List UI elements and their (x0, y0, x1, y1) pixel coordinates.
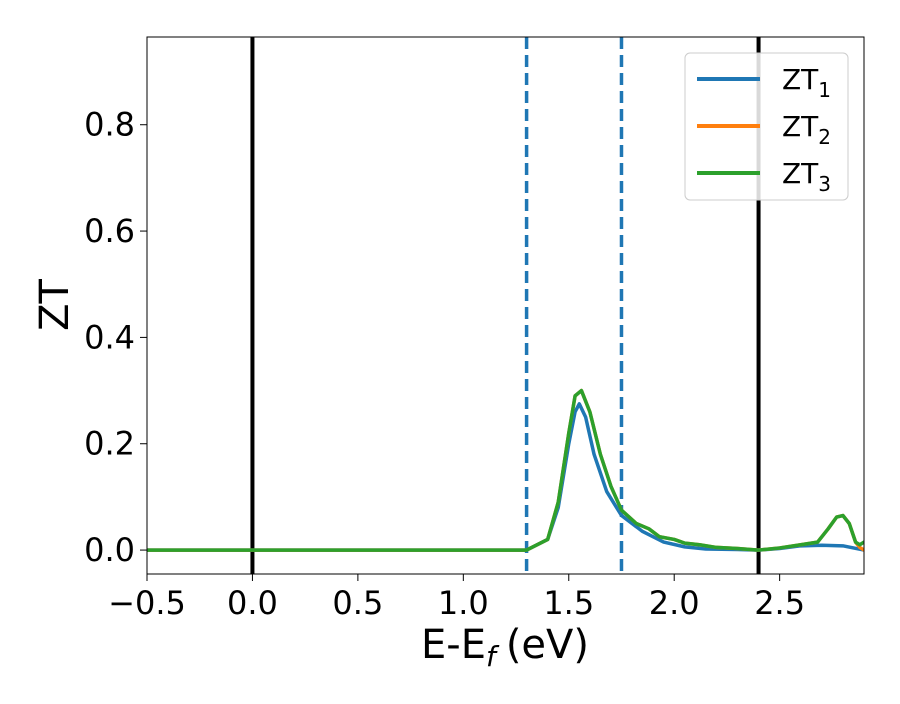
legend-label-2: ZT2 (782, 110, 831, 149)
plot-frame (146, 36, 865, 575)
x-ticks: −0.5 0.0 0.5 1.0 1.5 2.0 2.5 (108, 574, 805, 622)
series-line-3 (147, 388, 864, 552)
x-tick-label: 0.5 (332, 584, 383, 622)
series-line-1 (147, 402, 864, 552)
series-lines (147, 388, 864, 552)
y-tick-label: 0.2 (84, 425, 135, 463)
y-tick-label: 0.8 (84, 106, 135, 144)
reference-lines (250, 37, 761, 574)
legend: ZT1 ZT2 ZT3 (684, 52, 849, 201)
x-tick-label: 0.0 (227, 584, 278, 622)
x-tick-label: 2.5 (754, 584, 805, 622)
legend-label-3: ZT3 (782, 157, 831, 196)
x-tick-label: −0.5 (108, 584, 186, 622)
x-tick-label: 1.0 (438, 584, 489, 622)
y-tick-label: 0.0 (84, 531, 135, 569)
x-tick-label: 1.5 (543, 584, 594, 622)
legend-box (684, 52, 849, 201)
series-line-2 (147, 388, 864, 552)
x-axis-label: E-Ef (eV) (421, 622, 589, 673)
x-tick-label: 2.0 (649, 584, 700, 622)
y-axis-label: ZT (32, 279, 78, 331)
y-tick-label: 0.4 (84, 318, 135, 356)
y-ticks: 0.0 0.2 0.4 0.6 0.8 (84, 106, 147, 569)
legend-label-1: ZT1 (782, 63, 831, 102)
y-tick-label: 0.6 (84, 212, 135, 250)
